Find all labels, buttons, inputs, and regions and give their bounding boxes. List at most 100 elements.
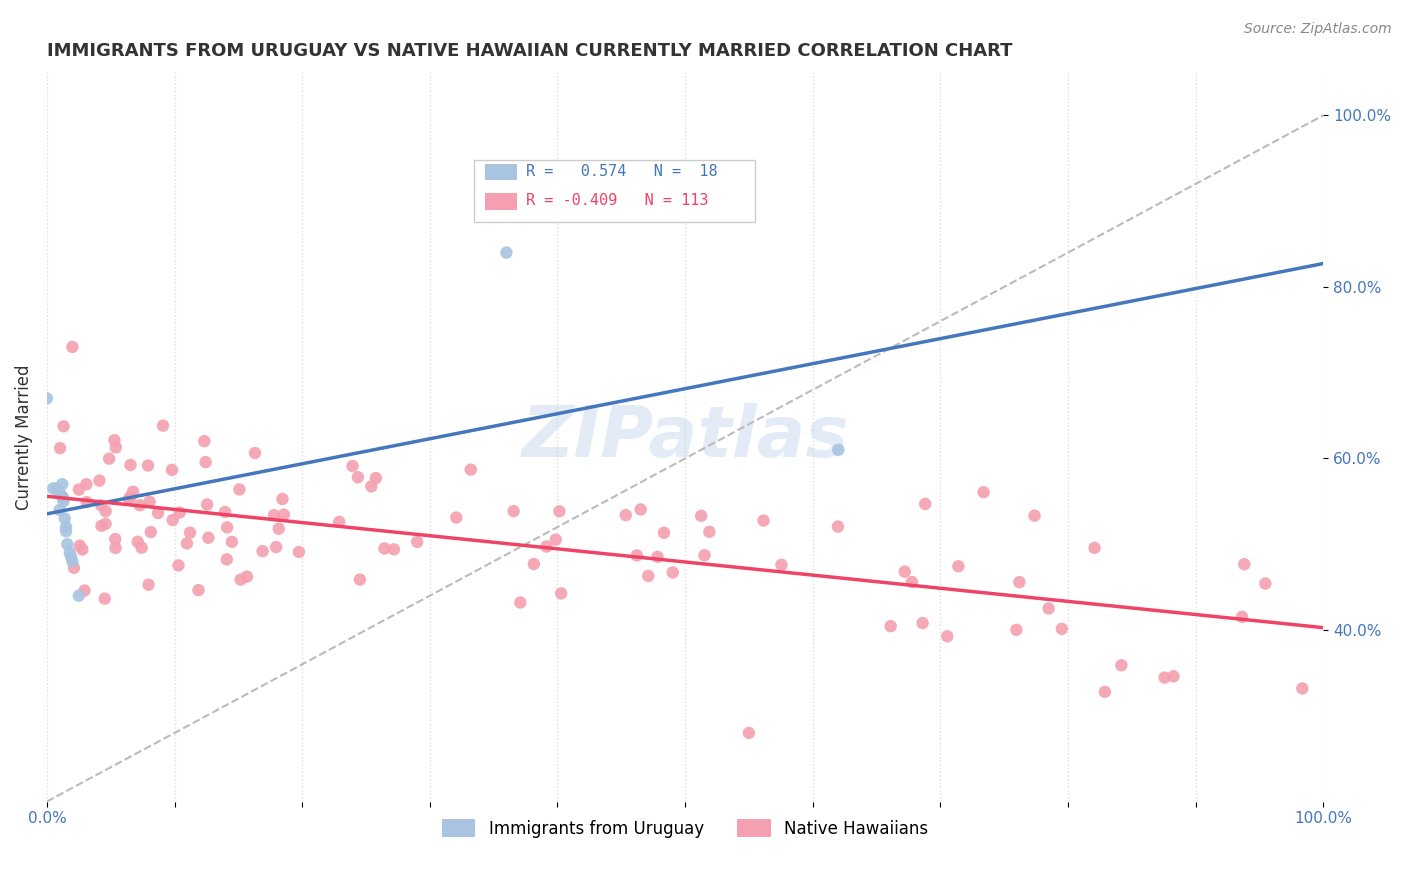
Point	[827, 442, 849, 457]
Point	[138, 578, 160, 592]
Point	[169, 506, 191, 520]
Point	[1083, 541, 1105, 555]
Point	[179, 525, 201, 540]
Point	[69, 539, 91, 553]
Point	[1233, 558, 1256, 572]
Point	[1111, 658, 1133, 673]
Point	[103, 433, 125, 447]
Point	[59, 546, 82, 560]
Point	[62, 554, 84, 568]
Point	[94, 516, 117, 531]
Point	[1038, 601, 1060, 615]
Point	[1050, 622, 1073, 636]
Point	[193, 434, 215, 449]
Point	[55, 520, 77, 534]
Point	[42, 482, 65, 496]
Point	[90, 518, 112, 533]
Point	[136, 458, 159, 473]
Point	[544, 533, 567, 547]
Point	[94, 504, 117, 518]
Point	[360, 479, 382, 493]
Point	[221, 534, 243, 549]
Point	[273, 508, 295, 522]
Point	[67, 589, 90, 603]
Point	[770, 558, 793, 572]
Point	[72, 542, 94, 557]
Point	[973, 485, 995, 500]
Point	[52, 491, 75, 505]
Point	[509, 595, 531, 609]
Point	[1153, 671, 1175, 685]
Point	[90, 499, 112, 513]
Point	[104, 541, 127, 555]
Point	[879, 619, 901, 633]
Point	[252, 544, 274, 558]
Point	[1230, 609, 1253, 624]
Point	[52, 494, 75, 508]
Legend: Immigrants from Uruguay, Native Hawaiians: Immigrants from Uruguay, Native Hawaiian…	[436, 813, 935, 845]
Point	[73, 583, 96, 598]
Point	[48, 485, 70, 500]
Point	[690, 508, 713, 523]
Point	[948, 559, 970, 574]
Point	[52, 419, 75, 434]
Point	[901, 574, 924, 589]
Point	[382, 542, 405, 557]
Point	[661, 566, 683, 580]
Point	[406, 534, 429, 549]
Point	[120, 490, 142, 504]
Point	[264, 540, 287, 554]
Point	[217, 520, 239, 534]
Text: IMMIGRANTS FROM URUGUAY VS NATIVE HAWAIIAN CURRENTLY MARRIED CORRELATION CHART: IMMIGRANTS FROM URUGUAY VS NATIVE HAWAII…	[46, 42, 1012, 60]
Point	[548, 504, 571, 518]
Point	[120, 458, 142, 472]
Point	[911, 615, 934, 630]
Point	[626, 549, 648, 563]
Point	[60, 550, 83, 565]
Point	[914, 497, 936, 511]
Point	[35, 392, 58, 406]
Point	[1291, 681, 1313, 696]
Point	[128, 498, 150, 512]
Point	[167, 558, 190, 573]
FancyBboxPatch shape	[485, 164, 516, 180]
Point	[195, 498, 218, 512]
Point	[51, 477, 73, 491]
Point	[214, 505, 236, 519]
Point	[197, 531, 219, 545]
Point	[652, 525, 675, 540]
Point	[647, 549, 669, 564]
Point	[131, 541, 153, 555]
Point	[93, 591, 115, 606]
Point	[62, 340, 84, 354]
Point	[1254, 576, 1277, 591]
Point	[630, 502, 652, 516]
Point	[1008, 575, 1031, 590]
Point	[1094, 685, 1116, 699]
Point	[228, 483, 250, 497]
Point	[267, 522, 290, 536]
Point	[263, 508, 285, 523]
Point	[364, 471, 387, 485]
Point	[56, 537, 79, 551]
Point	[550, 586, 572, 600]
Point	[523, 557, 546, 571]
Point	[614, 508, 637, 522]
Point	[139, 524, 162, 539]
Point	[693, 548, 716, 562]
Point	[536, 540, 558, 554]
Point	[288, 545, 311, 559]
Point	[194, 455, 217, 469]
Point	[146, 506, 169, 520]
Point	[48, 503, 70, 517]
Point	[63, 561, 86, 575]
Point	[342, 458, 364, 473]
Point	[162, 513, 184, 527]
Point	[89, 474, 111, 488]
Point	[122, 484, 145, 499]
Point	[49, 441, 72, 455]
Point	[187, 583, 209, 598]
Text: R = -0.409   N = 113: R = -0.409 N = 113	[526, 194, 709, 208]
Point	[53, 511, 76, 525]
Point	[152, 418, 174, 433]
